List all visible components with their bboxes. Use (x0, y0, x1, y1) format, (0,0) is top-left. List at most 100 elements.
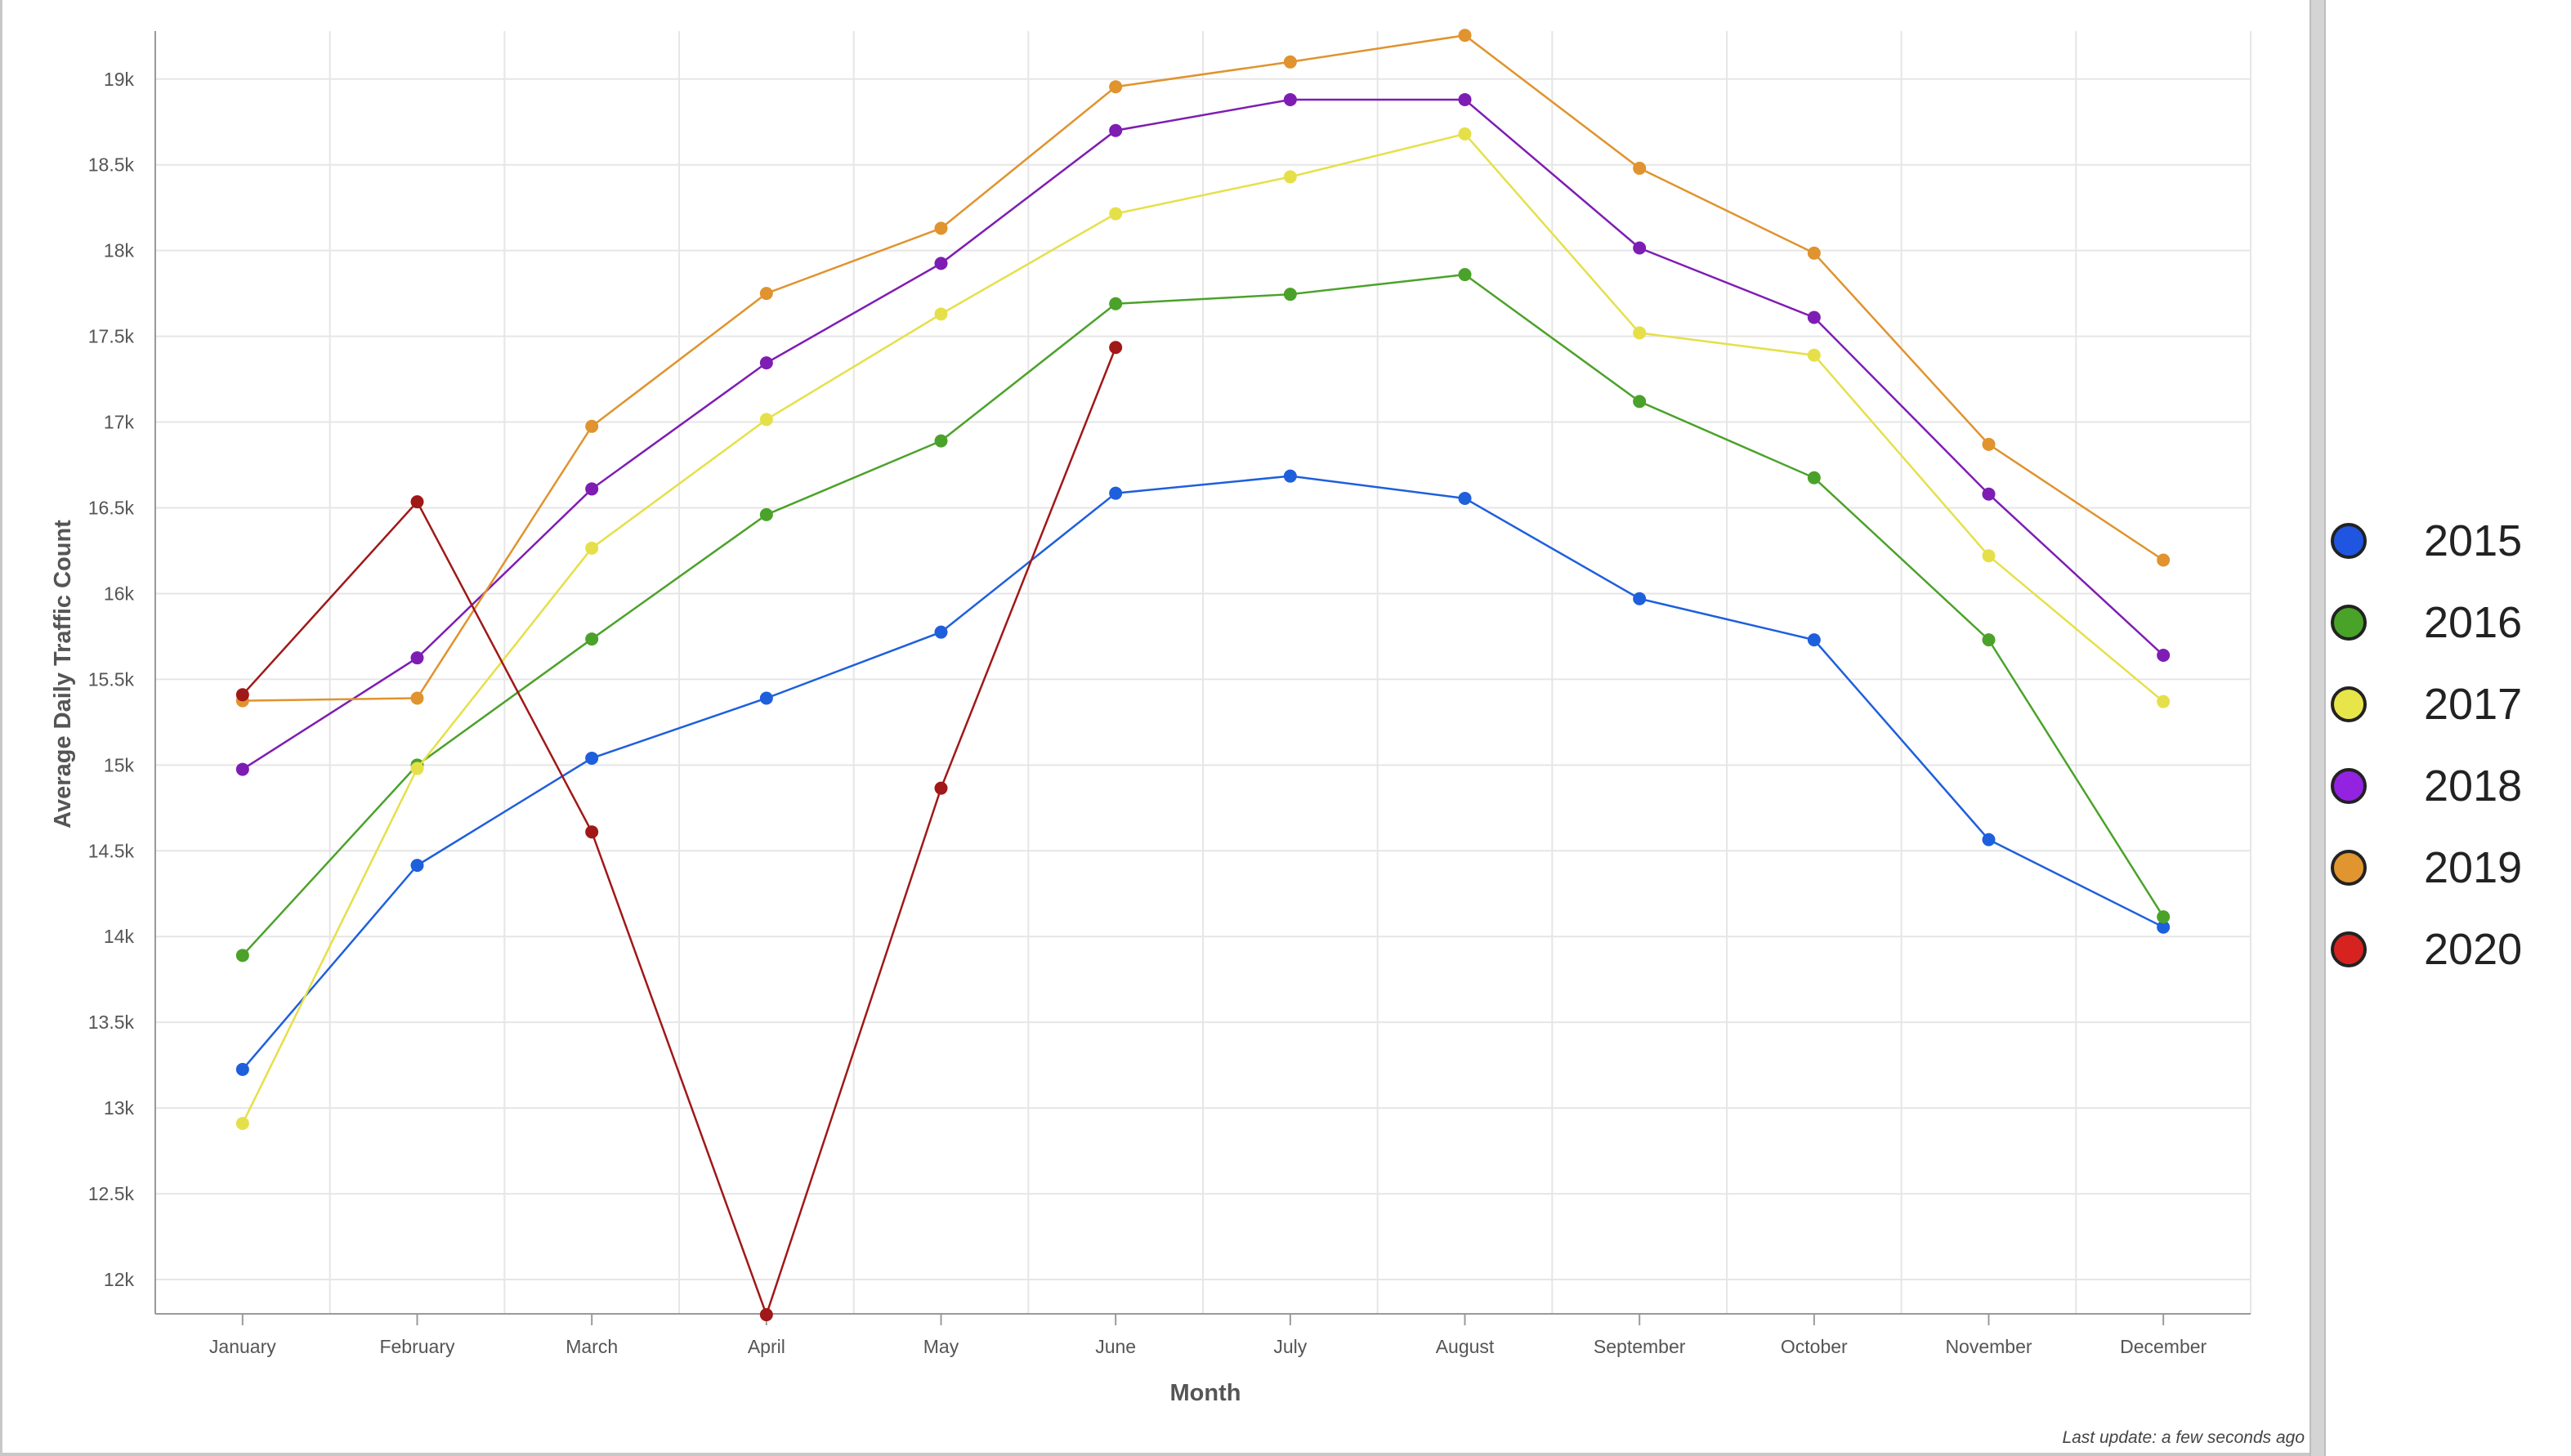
x-tick-label: June (1095, 1336, 1136, 1357)
series-line-2016 (241, 273, 2165, 957)
chart-grid (154, 31, 2251, 1314)
legend-label: 2018 (2424, 761, 2523, 811)
x-tick-label: March (566, 1336, 618, 1357)
legend-label: 2017 (2424, 680, 2523, 729)
y-tick-label: 15k (104, 754, 135, 775)
y-tick-label: 12k (104, 1269, 135, 1290)
data-point (1283, 55, 1297, 69)
legend-item-2016[interactable]: 2016 (2331, 582, 2560, 663)
data-point (235, 1062, 249, 1076)
legend-marker-icon (2331, 850, 2367, 886)
data-point (759, 356, 773, 370)
legend-label: 2020 (2424, 925, 2523, 974)
data-point (1109, 80, 1123, 94)
series-line-2017 (241, 132, 2164, 1124)
legend-item-2018[interactable]: 2018 (2331, 745, 2560, 827)
series-2018 (235, 92, 2171, 776)
y-tick-label: 17k (104, 412, 135, 433)
y-axis-ticks: 12k 12.5k 13k 13.5k 14k 14.5k 15k 15.5k 16k 16.5k… (88, 69, 135, 1290)
data-point (934, 257, 948, 270)
x-tick-label: September (1594, 1336, 1686, 1357)
data-point (934, 625, 948, 639)
y-tick-label: 16k (104, 583, 135, 604)
data-point (410, 859, 424, 873)
data-point (1109, 207, 1123, 221)
series-2020 (235, 341, 1123, 1322)
data-point (934, 781, 948, 795)
data-point (410, 651, 424, 665)
y-tick-label: 14.5k (88, 840, 135, 861)
chart-series (235, 29, 2171, 1322)
x-tick-label: February (379, 1336, 455, 1357)
data-point (2157, 649, 2171, 663)
x-tick-label: January (209, 1336, 276, 1357)
y-tick-label: 17.5k (88, 326, 135, 347)
legend-label: 2016 (2424, 598, 2523, 647)
chart-legend: 2015 2016 2017 2018 2019 2020 (2331, 500, 2560, 990)
data-point (1283, 170, 1297, 184)
data-point (2157, 553, 2171, 567)
data-point (410, 691, 424, 705)
data-point (1458, 491, 1472, 505)
x-tick-label: April (748, 1336, 785, 1357)
data-point (2157, 910, 2171, 924)
data-point (759, 507, 773, 521)
data-point (410, 495, 424, 509)
data-point (1807, 310, 1821, 324)
x-tick-label: August (1436, 1336, 1495, 1357)
data-point (235, 949, 249, 962)
legend-item-2017[interactable]: 2017 (2331, 663, 2560, 745)
data-point (759, 287, 773, 301)
data-point (1458, 29, 1472, 42)
y-tick-label: 15.5k (88, 668, 135, 690)
data-point (1458, 127, 1472, 141)
data-point (1283, 92, 1297, 106)
legend-item-2019[interactable]: 2019 (2331, 827, 2560, 909)
data-point (1633, 592, 1647, 605)
x-tick-label: November (1945, 1336, 2032, 1357)
data-point (1982, 487, 1996, 501)
x-tick-label: October (1781, 1336, 1848, 1357)
data-point (1109, 486, 1123, 500)
data-point (1807, 471, 1821, 485)
data-point (585, 419, 599, 433)
data-point (1982, 833, 1996, 846)
y-tick-label: 13.5k (88, 1012, 135, 1033)
data-point (759, 413, 773, 427)
legend-marker-icon (2331, 605, 2367, 641)
x-tick-label: July (1273, 1336, 1307, 1357)
data-point (1633, 241, 1647, 255)
series-2019 (235, 29, 2171, 708)
data-point (585, 825, 599, 839)
legend-item-2020[interactable]: 2020 (2331, 909, 2560, 990)
frame-left-border (0, 0, 2, 1456)
legend-marker-icon (2331, 686, 2367, 722)
line-chart: 12k 12.5k 13k 13.5k 14k 14.5k 15k 15.5k 16k 16.5k… (50, 29, 2251, 1406)
data-point (1633, 161, 1647, 175)
chart-axes (154, 31, 2251, 1315)
x-tick-label: December (2120, 1336, 2207, 1357)
last-update-text: Last update: a few seconds ago (2062, 1428, 2305, 1447)
data-point (1109, 297, 1123, 310)
data-point (1982, 549, 1996, 563)
y-tick-label: 14k (104, 926, 135, 947)
legend-label: 2019 (2424, 843, 2523, 892)
x-axis-title: Month (1170, 1380, 1241, 1406)
data-point (235, 762, 249, 776)
y-axis-title: Average Daily Traffic Count (50, 520, 76, 828)
y-tick-label: 18k (104, 240, 135, 261)
data-point (585, 482, 599, 496)
panel-divider[interactable] (2309, 0, 2326, 1456)
data-point (235, 688, 249, 702)
data-point (934, 307, 948, 321)
data-point (1807, 246, 1821, 260)
series-line-2018 (242, 98, 2165, 770)
y-tick-label: 12.5k (88, 1183, 135, 1204)
data-point (1807, 348, 1821, 362)
frame-bottom-border (0, 1453, 2313, 1456)
data-point (1109, 123, 1123, 137)
y-tick-label: 19k (104, 69, 135, 90)
data-point (2157, 695, 2171, 708)
legend-item-2015[interactable]: 2015 (2331, 500, 2560, 582)
series-line-2020 (241, 346, 1117, 1318)
